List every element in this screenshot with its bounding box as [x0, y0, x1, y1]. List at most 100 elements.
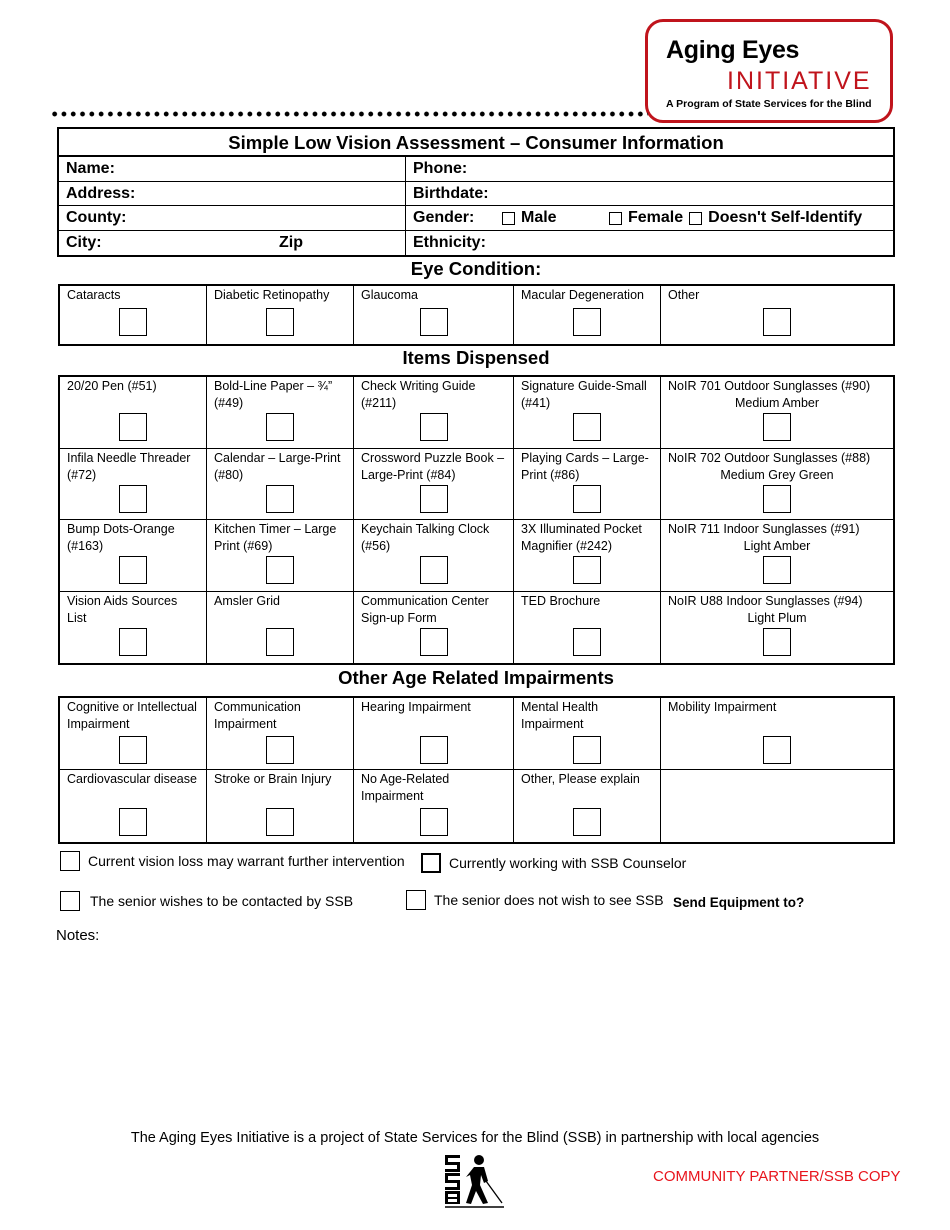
checkbox[interactable]: [266, 413, 294, 441]
female-checkbox[interactable]: [609, 211, 622, 225]
checkbox[interactable]: [419, 627, 448, 656]
no-contact-ssb-option[interactable]: The senior does not wish to see SSB: [406, 890, 664, 910]
table-cell: Glaucoma: [354, 286, 514, 344]
checkbox[interactable]: [119, 556, 147, 584]
cell-label: Other, Please explain: [521, 772, 640, 786]
zip-field[interactable]: Zip: [279, 233, 303, 251]
checkbox[interactable]: [119, 808, 147, 836]
checkbox[interactable]: [406, 890, 426, 910]
checkbox[interactable]: [266, 627, 294, 656]
gender-label: Gender:: [413, 209, 475, 226]
table-cell: 20/20 Pen (#51): [60, 377, 207, 449]
cell-label: Crossword Puzzle Book – Large-Print (#84…: [361, 450, 505, 482]
ssb-counselor-option[interactable]: Currently working with SSB Counselor: [421, 853, 686, 873]
cell-label: Amsler Grid: [214, 593, 280, 608]
checkbox[interactable]: [573, 556, 601, 584]
county-field[interactable]: County:: [59, 206, 406, 230]
table-cell: [661, 770, 893, 842]
city-field[interactable]: City:: [66, 233, 102, 251]
table-cell: Signature Guide-Small (#41): [514, 377, 661, 449]
form-title: Simple Low Vision Assessment – Consumer …: [59, 129, 893, 157]
nonbinary-label: Doesn't Self-Identify: [708, 209, 863, 226]
checkbox[interactable]: [419, 484, 448, 513]
cell-label: NoIR 701 Outdoor Sunglasses (#90): [668, 379, 871, 393]
eye-condition-heading: Eye Condition:: [410, 258, 542, 279]
checkbox[interactable]: [419, 308, 448, 336]
checkbox[interactable]: [421, 853, 441, 873]
table-cell: NoIR U88 Indoor Sunglasses (#94) Light Pl…: [661, 592, 893, 664]
table-cell: Vision Aids Sources List: [60, 591, 207, 663]
further-intervention-option[interactable]: Current vision loss may warrant further …: [60, 851, 405, 871]
checkbox[interactable]: [266, 808, 294, 836]
checkbox[interactable]: [266, 484, 294, 513]
checkbox[interactable]: [119, 484, 147, 513]
checkbox[interactable]: [573, 736, 601, 764]
logo-tagline: A Program of State Services for the Blin…: [666, 98, 872, 110]
cell-label: 20/20 Pen (#51): [67, 379, 157, 393]
items-dispensed-heading: Items Dispensed: [402, 347, 550, 368]
cell-label: Check Writing Guide (#211): [361, 379, 476, 410]
checkbox[interactable]: [119, 627, 147, 656]
checkbox[interactable]: [763, 627, 791, 656]
male-checkbox[interactable]: [502, 211, 515, 225]
checkbox[interactable]: [573, 413, 601, 441]
checkbox[interactable]: [119, 308, 147, 336]
cell-label: 3X Illuminated Pocket Magnifier (#242): [521, 522, 642, 553]
cell-label: Communication Center Sign-up Form: [361, 593, 489, 625]
items-dispensed-table: 20/20 Pen (#51) Bold-Line Paper – ¾” (#49…: [58, 375, 895, 665]
table-cell: NoIR 701 Outdoor Sunglasses (#90) Medium …: [661, 377, 893, 449]
checkbox[interactable]: [419, 808, 448, 836]
option-label: Currently working with SSB Counselor: [449, 855, 687, 871]
checkbox[interactable]: [763, 556, 791, 584]
option-label: The senior wishes to be contacted by SSB: [90, 893, 354, 909]
female-label: Female: [628, 209, 684, 226]
checkbox[interactable]: [60, 851, 80, 871]
checkbox[interactable]: [419, 556, 448, 584]
checkbox[interactable]: [419, 736, 448, 764]
table-cell: Check Writing Guide (#211): [354, 377, 514, 449]
dotted-divider: [50, 111, 648, 117]
cell-label: Mental Health Impairment: [521, 700, 599, 731]
option-label: Current vision loss may warrant further …: [88, 853, 405, 869]
send-equipment-label: Send Equipment to?: [673, 895, 805, 910]
checkbox[interactable]: [573, 627, 601, 656]
phone-field[interactable]: Phone:: [413, 160, 468, 177]
checkbox[interactable]: [763, 413, 791, 441]
name-field[interactable]: Name:: [59, 157, 406, 181]
contact-ssb-option[interactable]: The senior wishes to be contacted by SSB: [60, 891, 353, 911]
checkbox[interactable]: [763, 308, 791, 336]
checkbox[interactable]: [573, 808, 601, 836]
table-cell: Crossword Puzzle Book – Large-Print (#84…: [354, 448, 514, 520]
ethnicity-field[interactable]: Ethnicity:: [413, 233, 486, 251]
checkbox[interactable]: [573, 308, 601, 336]
checkbox[interactable]: [119, 413, 147, 441]
birthdate-field[interactable]: Birthdate:: [413, 184, 489, 202]
cell-label: NoIR 711 Indoor Sunglasses (#91): [668, 522, 860, 536]
checkbox[interactable]: [119, 736, 147, 764]
impairments-table: Cognitive or Intellectual Impairment Comm…: [58, 696, 895, 844]
checkbox[interactable]: [763, 484, 791, 513]
checkbox[interactable]: [266, 308, 294, 336]
checkbox[interactable]: [266, 736, 294, 764]
address-field[interactable]: Address:: [59, 181, 406, 205]
cell-label: Diabetic Retinopathy: [214, 288, 330, 302]
nonbinary-checkbox[interactable]: [689, 211, 703, 225]
checkbox[interactable]: [763, 736, 791, 764]
table-cell: Macular Degeneration: [514, 286, 661, 344]
cell-label: Glaucoma: [361, 288, 418, 302]
checkbox[interactable]: [266, 556, 294, 584]
male-label: Male: [521, 209, 557, 226]
cell-label: Keychain Talking Clock (#56): [361, 522, 490, 553]
cell-label: Kitchen Timer – Large Print (#69): [214, 522, 337, 553]
notes-label: Notes:: [56, 927, 100, 944]
checkbox[interactable]: [60, 891, 80, 911]
cell-sublabel: Light Plum: [747, 610, 807, 625]
checkbox[interactable]: [573, 484, 601, 513]
cell-label: Communication Impairment: [214, 700, 301, 731]
cell-label: NoIR U88 Indoor Sunglasses (#94): [668, 593, 863, 608]
checkbox[interactable]: [419, 413, 448, 441]
cell-label: TED Brochure: [521, 593, 601, 608]
ssb-walking-cane-icon: [445, 1155, 504, 1208]
table-cell: Other, Please explain: [514, 770, 661, 842]
cell-label: Mobility Impairment: [668, 700, 777, 714]
